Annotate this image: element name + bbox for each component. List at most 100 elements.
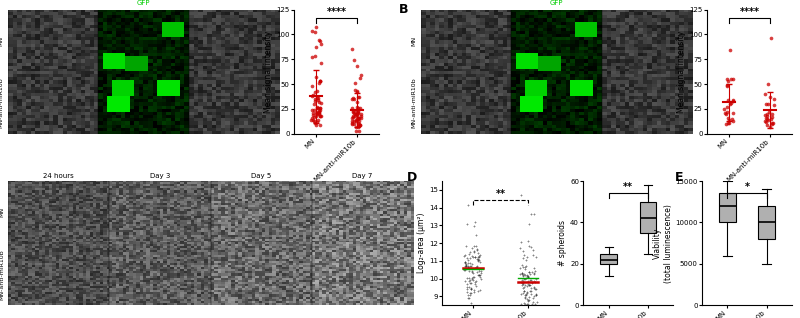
Point xyxy=(346,96,359,101)
Point xyxy=(346,109,359,114)
Point xyxy=(463,256,476,261)
Point xyxy=(725,76,738,81)
Point xyxy=(519,294,532,300)
Point xyxy=(523,294,536,300)
Point xyxy=(463,265,476,270)
Point xyxy=(471,257,484,262)
Point xyxy=(465,287,478,292)
Point xyxy=(465,291,478,296)
Text: Day 3: Day 3 xyxy=(150,173,170,178)
Point xyxy=(309,54,322,59)
Text: Day 5: Day 5 xyxy=(251,173,271,178)
Text: Merge: Merge xyxy=(636,0,658,6)
Text: Merge: Merge xyxy=(223,0,245,6)
Point xyxy=(311,112,324,117)
Point xyxy=(308,114,321,119)
Point xyxy=(346,121,358,126)
Point xyxy=(522,222,535,227)
Point xyxy=(352,110,365,115)
Point xyxy=(351,124,364,129)
Point xyxy=(350,116,363,121)
Point xyxy=(314,105,326,110)
Point xyxy=(514,265,526,270)
Text: MN: MN xyxy=(0,207,4,217)
Point xyxy=(354,73,367,78)
Point xyxy=(530,286,542,291)
PathPatch shape xyxy=(601,253,617,264)
Point xyxy=(459,279,472,284)
Point xyxy=(474,275,486,280)
Point xyxy=(474,259,486,264)
Point xyxy=(346,121,358,127)
Point xyxy=(719,111,732,116)
Point xyxy=(460,275,473,280)
Point xyxy=(310,75,322,80)
Point xyxy=(310,110,322,115)
Point xyxy=(459,261,472,266)
Point xyxy=(351,64,364,69)
Point xyxy=(314,38,326,43)
Point xyxy=(349,117,362,122)
Point xyxy=(759,113,772,118)
Point xyxy=(466,261,478,266)
PathPatch shape xyxy=(758,206,774,239)
Text: MN-anti-miR10b: MN-anti-miR10b xyxy=(0,77,3,128)
Point xyxy=(759,102,772,107)
Point xyxy=(519,277,532,282)
Point xyxy=(515,271,528,276)
Point xyxy=(518,288,530,294)
Point xyxy=(473,272,486,277)
Point xyxy=(522,301,534,306)
Point xyxy=(355,111,368,116)
Point xyxy=(354,122,366,128)
Point xyxy=(465,301,478,306)
Point xyxy=(306,108,318,113)
Point xyxy=(354,106,366,111)
Text: MN-anti-miR10b: MN-anti-miR10b xyxy=(411,77,416,128)
Point xyxy=(517,265,530,270)
Point xyxy=(351,121,364,126)
Point xyxy=(313,100,326,105)
Text: MN: MN xyxy=(0,36,3,46)
Point xyxy=(347,111,360,116)
Point xyxy=(470,247,483,252)
Point xyxy=(350,113,363,118)
Point xyxy=(464,286,477,291)
Point xyxy=(350,111,362,116)
Point xyxy=(515,193,528,198)
Point xyxy=(514,301,527,306)
Point xyxy=(313,112,326,117)
Point xyxy=(528,279,541,284)
Point xyxy=(350,107,362,112)
Point xyxy=(518,285,530,290)
Point xyxy=(306,93,318,99)
Point xyxy=(471,258,484,263)
Point xyxy=(306,112,319,117)
Point xyxy=(521,299,534,304)
Point xyxy=(529,301,542,306)
Point xyxy=(722,115,734,120)
Point xyxy=(314,79,326,84)
Point xyxy=(517,286,530,291)
Point xyxy=(463,261,476,266)
Point xyxy=(722,117,735,122)
PathPatch shape xyxy=(719,193,736,222)
Point xyxy=(526,299,539,304)
Point xyxy=(515,280,528,285)
Point xyxy=(519,292,532,297)
Point xyxy=(758,119,771,124)
Point xyxy=(353,123,366,128)
Point xyxy=(306,28,318,33)
Point xyxy=(516,271,529,276)
Point xyxy=(474,273,486,278)
Point xyxy=(470,263,483,268)
Point xyxy=(309,121,322,126)
Point xyxy=(458,263,471,268)
Point xyxy=(474,253,486,258)
Point xyxy=(462,296,475,301)
Point xyxy=(469,219,482,225)
Point xyxy=(469,266,482,271)
Point xyxy=(720,121,733,127)
Point xyxy=(523,297,536,302)
Point xyxy=(763,109,776,114)
